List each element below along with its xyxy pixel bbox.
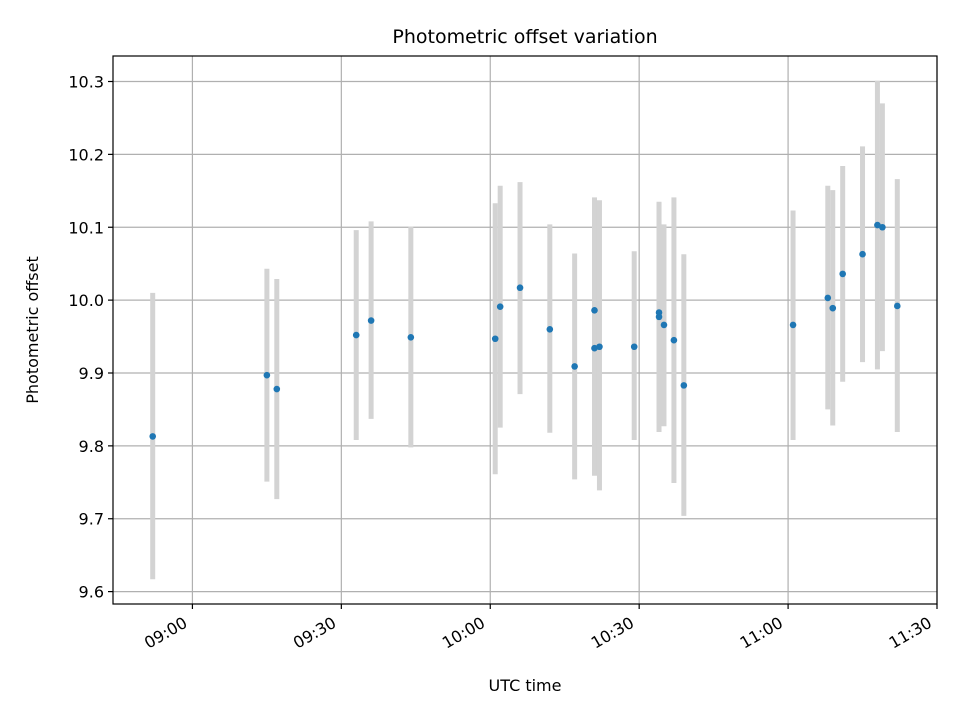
data-point: [789, 321, 797, 329]
data-point: [516, 284, 524, 292]
data-point: [352, 331, 360, 339]
data-point: [824, 294, 832, 302]
data-point: [660, 321, 668, 329]
data-point: [859, 250, 866, 258]
data-point: [367, 317, 375, 324]
chart-title: Photometric offset variation: [392, 26, 657, 48]
data-point: [273, 385, 281, 393]
data-point: [670, 336, 678, 344]
y-tick-label: 9.6: [79, 583, 104, 602]
data-point: [655, 309, 663, 316]
data-point: [263, 371, 271, 379]
data-point: [149, 433, 157, 440]
data-point: [829, 304, 837, 312]
data-point: [630, 343, 638, 351]
data-point: [591, 344, 598, 352]
data-point: [546, 325, 554, 333]
data-point: [591, 307, 598, 314]
plot-frame: [112, 55, 938, 605]
data-point: [596, 343, 603, 351]
y-tick-label: 10.3: [68, 73, 104, 92]
data-point: [571, 363, 578, 370]
y-tick-label: 9.9: [79, 364, 104, 383]
data-point: [491, 335, 499, 343]
y-tick-label: 10.0: [68, 291, 104, 310]
data-point: [407, 333, 415, 341]
y-tick-label: 10.1: [68, 218, 104, 237]
data-point: [893, 302, 901, 310]
data-point: [879, 223, 886, 231]
y-tick-label: 10.2: [68, 145, 104, 164]
y-tick-label: 9.7: [79, 510, 104, 529]
data-point: [680, 382, 688, 389]
data-point: [496, 303, 504, 310]
data-point: [839, 270, 846, 278]
data-points: [149, 221, 901, 440]
y-axis-title: Photometric offset: [23, 256, 42, 404]
y-tick-label: 9.8: [79, 437, 104, 456]
x-axis-title: UTC time: [489, 676, 562, 695]
data-point: [874, 221, 881, 229]
